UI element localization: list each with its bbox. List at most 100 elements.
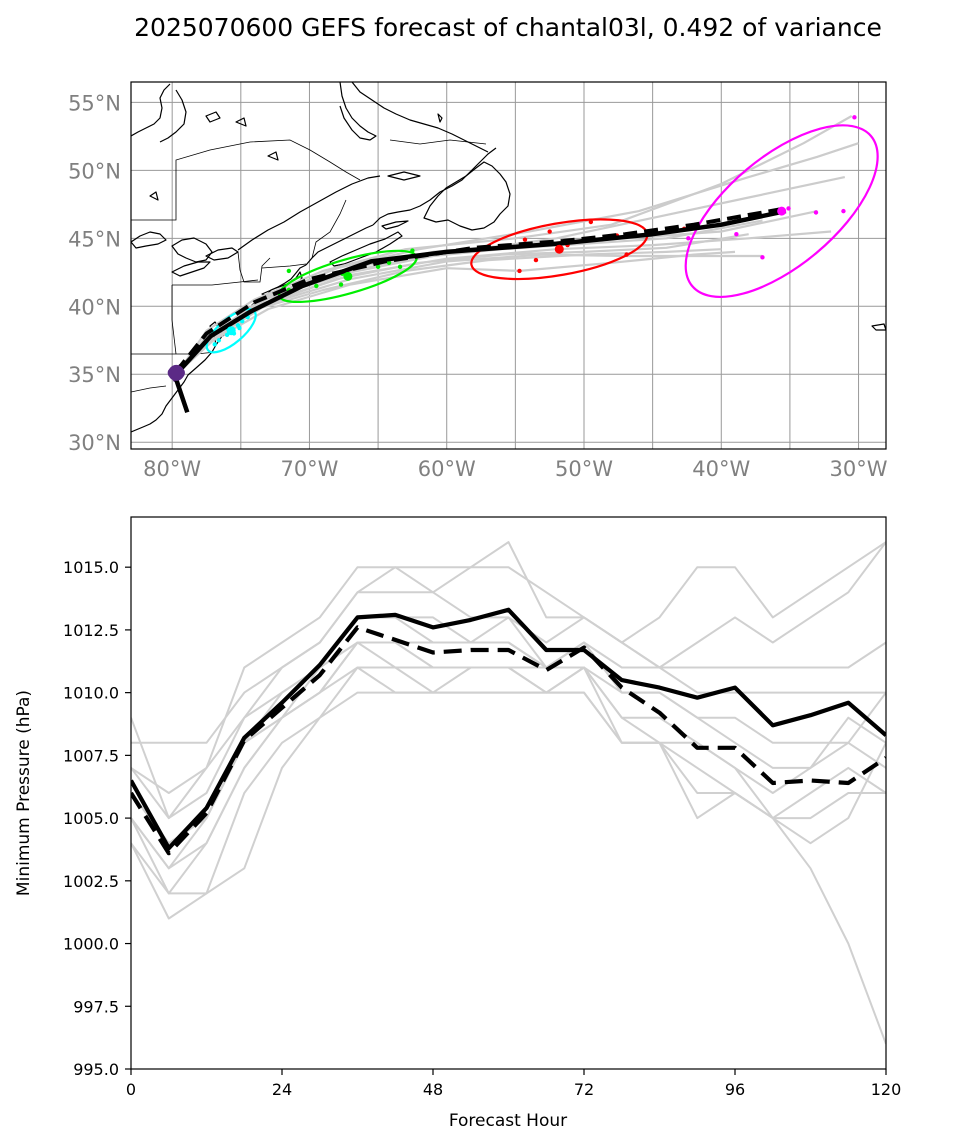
map-lon-tick-label: 40°W: [692, 457, 750, 481]
x-tick-label: 0: [126, 1080, 136, 1099]
map-lat-tick-label: 40°N: [68, 295, 121, 319]
mean-position-marker: [168, 364, 185, 381]
newfoundland: [423, 161, 511, 231]
member-position-dot: [734, 232, 739, 237]
member-position-dot: [239, 319, 245, 324]
small-island-1: [205, 111, 221, 123]
map-lon-tick-label: 60°W: [418, 457, 476, 481]
hudson-bay-shore: [131, 83, 171, 137]
member-position-dot: [386, 260, 392, 265]
member-position-dot: [547, 229, 552, 234]
member-position-dot: [410, 248, 415, 253]
pei-island: [381, 220, 409, 230]
member-position-dot: [588, 219, 594, 225]
member-position-dot: [533, 257, 539, 263]
border-virginia: [131, 385, 167, 393]
member-position-dot: [760, 255, 765, 260]
great-lake-erie: [171, 261, 211, 277]
pressure-ticks: 0 24 48 72 96 120 995.0 997.5 1000.0 1002.5 1005.0…: [63, 558, 901, 1099]
y-tick-label: 997.5: [73, 997, 119, 1016]
x-tick-label: 96: [725, 1080, 745, 1099]
mean-position-marker: [343, 271, 353, 281]
small-island-6: [437, 113, 443, 123]
map-lon-tick-label: 30°W: [830, 457, 888, 481]
mean-position-marker: [554, 244, 564, 254]
member-position-dot: [517, 268, 522, 274]
labrador-coast: [351, 82, 489, 153]
member-position-dot: [237, 325, 242, 331]
map-lon-tick-label: 50°W: [555, 457, 613, 481]
map-lat-tick-label: 30°N: [68, 431, 121, 455]
border-new-england: [261, 263, 307, 269]
mean-position-marker: [226, 326, 236, 336]
member-position-dot: [216, 338, 222, 343]
member-pressure-line: [131, 541, 886, 820]
member-position-dot: [813, 210, 819, 215]
mean-and-control-tracks: [168, 206, 787, 414]
x-tick-label: 72: [574, 1080, 594, 1099]
member-pressure-line: [131, 541, 886, 744]
member-position-dot: [522, 237, 528, 242]
track-map: 80°W 70°W 60°W 50°W 40°W 30°W 30°N 35°N 40°N 45°N…: [68, 81, 888, 481]
x-tick-label: 24: [272, 1080, 292, 1099]
x-tick-label: 120: [871, 1080, 902, 1099]
small-island-4: [267, 151, 279, 161]
y-tick-label: 1002.5: [63, 872, 119, 891]
member-position-dot: [212, 342, 217, 347]
map-tick-labels: 80°W 70°W 60°W 50°W 40°W 30°W 30°N 35°N 40°N 45°N…: [68, 91, 888, 481]
member-position-dot: [338, 282, 344, 287]
border-ohio: [171, 285, 177, 355]
y-tick-label: 1005.0: [63, 809, 119, 828]
map-lat-tick-label: 55°N: [68, 91, 121, 115]
member-pressure-line: [131, 691, 886, 1045]
small-island-2: [235, 117, 247, 127]
ungava-shore: [339, 82, 377, 141]
member-position-dot: [314, 283, 319, 289]
map-background: [131, 82, 886, 449]
y-axis-label: Minimum Pressure (hPa): [14, 690, 34, 896]
great-lake-superior: [131, 231, 167, 249]
member-position-dot: [375, 264, 381, 270]
y-tick-label: 1010.0: [63, 684, 119, 703]
y-tick-label: 995.0: [73, 1060, 119, 1079]
plot-frame: [130, 516, 887, 1070]
nova-scotia: [329, 231, 403, 267]
mean-pressure-line: [131, 607, 886, 851]
map-lat-tick-label: 50°N: [68, 159, 121, 183]
map-lat-tick-label: 45°N: [68, 227, 121, 251]
member-position-dot: [397, 264, 403, 270]
member-position-dot: [286, 268, 292, 274]
small-island-5: [871, 323, 886, 331]
st-lawrence-river: [237, 175, 381, 251]
james-bay: [159, 89, 187, 143]
pressure-series: [131, 541, 886, 1045]
state-province-borders: [131, 139, 487, 393]
y-tick-label: 1012.5: [63, 621, 119, 640]
anticosti-island: [387, 171, 421, 181]
border-new-york: [237, 251, 271, 283]
member-position-dot: [686, 236, 691, 241]
map-lat-tick-label: 35°N: [68, 363, 121, 387]
gulf-st-lawrence-coast: [372, 147, 497, 226]
x-tick-label: 48: [423, 1080, 443, 1099]
member-position-dot: [786, 206, 791, 211]
mean-position-marker: [777, 206, 787, 216]
great-lake-huron: [171, 237, 213, 263]
control-pressure-line: [131, 625, 886, 856]
y-tick-label: 1007.5: [63, 746, 119, 765]
ellipse-hour-96: [684, 124, 879, 299]
member-position-dot: [852, 115, 857, 120]
mean-track: [172, 208, 787, 414]
map-lon-tick-label: 80°W: [143, 457, 201, 481]
x-axis-label: Forecast Hour: [449, 1111, 567, 1131]
map-lon-tick-label: 70°W: [280, 457, 338, 481]
map-gridlines: [131, 82, 886, 449]
border-pennsylvania: [172, 279, 259, 286]
pressure-chart: 0 24 48 72 96 120 995.0 997.5 1000.0 1002.5 1005.0…: [14, 516, 901, 1131]
border-north-carolina: [131, 351, 217, 355]
figure-title: 2025070600 GEFS forecast of chantal03l, …: [134, 13, 882, 42]
border-quebec-labrador: [389, 139, 487, 145]
border-us-canada: [131, 139, 361, 221]
small-island-3: [149, 191, 159, 201]
